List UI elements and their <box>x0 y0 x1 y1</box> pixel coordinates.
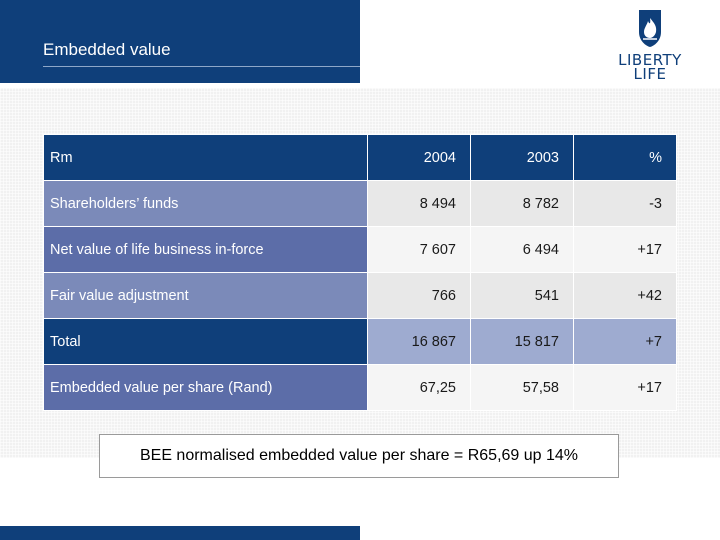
cell-pct: +17 <box>573 364 677 411</box>
logo-text-line2: LIFE <box>633 65 667 83</box>
row-label: Fair value adjustment <box>43 272 368 319</box>
row-label: Total <box>43 318 368 365</box>
cell-pct: -3 <box>573 180 677 227</box>
cell-2003: 15 817 <box>470 318 574 365</box>
header-2003: 2003 <box>470 134 574 181</box>
row-label: Net value of life business in-force <box>43 226 368 273</box>
footnote-box: BEE normalised embedded value per share … <box>99 434 619 478</box>
cell-2004: 7 607 <box>367 226 471 273</box>
logo-text-line1: LIBERTY <box>618 51 682 69</box>
table-row: Embedded value per share (Rand) 67,25 57… <box>43 364 677 411</box>
footnote-text: BEE normalised embedded value per share … <box>139 447 579 464</box>
cell-2004: 766 <box>367 272 471 319</box>
cell-2003: 6 494 <box>470 226 574 273</box>
table-row: Net value of life business in-force 7 60… <box>43 226 677 273</box>
cell-2003: 541 <box>470 272 574 319</box>
table-row-total: Total 16 867 15 817 +7 <box>43 318 677 365</box>
cell-pct: +7 <box>573 318 677 365</box>
table-row: Shareholders’ funds 8 494 8 782 -3 <box>43 180 677 227</box>
header-label: Rm <box>43 134 368 181</box>
cell-2003: 8 782 <box>470 180 574 227</box>
table-row: Fair value adjustment 766 541 +42 <box>43 272 677 319</box>
cell-2004: 8 494 <box>367 180 471 227</box>
embedded-value-table: Rm 2004 2003 % Shareholders’ funds 8 494… <box>43 134 677 411</box>
cell-2004: 16 867 <box>367 318 471 365</box>
table-header-row: Rm 2004 2003 % <box>43 134 677 181</box>
cell-pct: +17 <box>573 226 677 273</box>
header-divider <box>43 66 360 67</box>
cell-pct: +42 <box>573 272 677 319</box>
row-label: Embedded value per share (Rand) <box>43 364 368 411</box>
page-title: Embedded value <box>43 40 171 59</box>
cell-2004: 67,25 <box>367 364 471 411</box>
header-bar <box>0 0 360 83</box>
header-pct: % <box>573 134 677 181</box>
flame-icon <box>639 10 661 47</box>
cell-2003: 57,58 <box>470 364 574 411</box>
row-label: Shareholders’ funds <box>43 180 368 227</box>
header-2004: 2004 <box>367 134 471 181</box>
liberty-life-logo: LIBERTY LIFE <box>615 8 685 83</box>
footer-bar <box>0 526 360 540</box>
